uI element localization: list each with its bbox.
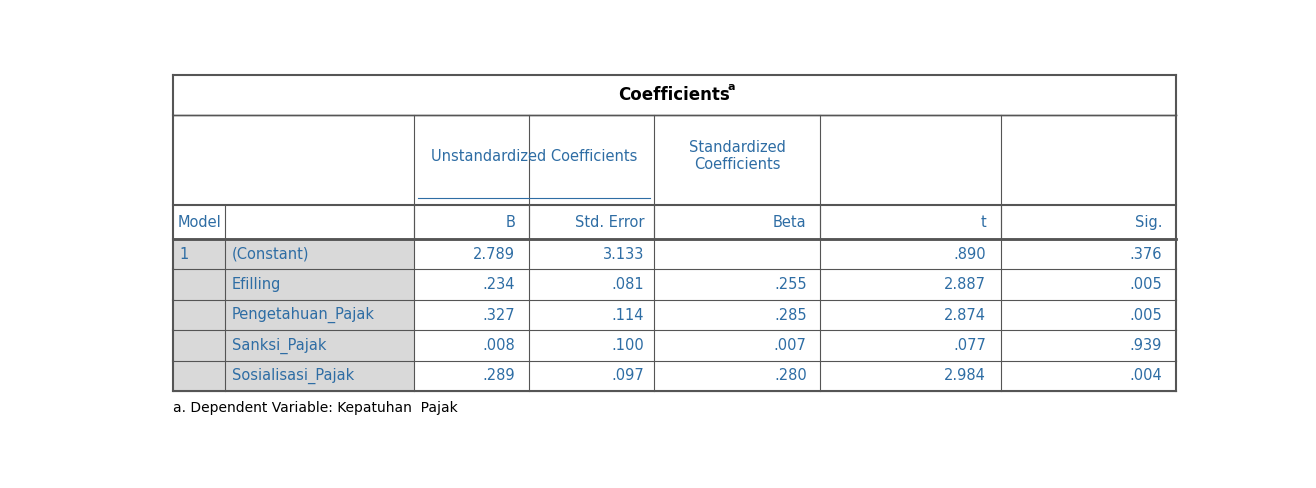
Text: .114: .114 bbox=[612, 307, 645, 323]
Bar bbox=[172, 300, 413, 330]
Bar bbox=[172, 76, 1177, 115]
Text: .008: .008 bbox=[483, 338, 515, 353]
Text: B: B bbox=[505, 215, 515, 229]
Text: .376: .376 bbox=[1129, 246, 1162, 262]
Text: .005: .005 bbox=[1129, 307, 1162, 323]
Text: Sig.: Sig. bbox=[1134, 215, 1162, 229]
Text: .100: .100 bbox=[612, 338, 645, 353]
Text: Coefficients: Coefficients bbox=[619, 86, 730, 104]
Text: .280: .280 bbox=[774, 368, 807, 384]
Text: Pengetahuan_Pajak: Pengetahuan_Pajak bbox=[232, 307, 375, 323]
Text: .285: .285 bbox=[774, 307, 807, 323]
Bar bbox=[413, 300, 1177, 330]
Text: Sanksi_Pajak: Sanksi_Pajak bbox=[232, 337, 326, 353]
Text: 2.789: 2.789 bbox=[472, 246, 515, 262]
Text: .255: .255 bbox=[774, 277, 807, 292]
Text: Beta: Beta bbox=[772, 215, 807, 229]
Text: .004: .004 bbox=[1129, 368, 1162, 384]
Text: 2.984: 2.984 bbox=[945, 368, 986, 384]
Text: Model: Model bbox=[178, 215, 221, 229]
Text: Unstandardized Coefficients: Unstandardized Coefficients bbox=[430, 149, 637, 164]
Text: .005: .005 bbox=[1129, 277, 1162, 292]
Bar bbox=[413, 269, 1177, 300]
Text: .327: .327 bbox=[483, 307, 515, 323]
Bar bbox=[172, 361, 413, 391]
Text: .097: .097 bbox=[612, 368, 645, 384]
Bar bbox=[413, 330, 1177, 361]
Text: a: a bbox=[728, 82, 734, 92]
Text: a. Dependent Variable: Kepatuhan  Pajak: a. Dependent Variable: Kepatuhan Pajak bbox=[172, 401, 458, 415]
Text: .890: .890 bbox=[954, 246, 986, 262]
Text: .289: .289 bbox=[483, 368, 515, 384]
Text: 1: 1 bbox=[180, 246, 190, 262]
Text: 2.887: 2.887 bbox=[944, 277, 986, 292]
Text: Standardized
Coefficients: Standardized Coefficients bbox=[688, 140, 786, 172]
Text: .007: .007 bbox=[774, 338, 807, 353]
Bar bbox=[413, 361, 1177, 391]
Text: 3.133: 3.133 bbox=[603, 246, 645, 262]
Bar bbox=[172, 269, 413, 300]
Text: .077: .077 bbox=[953, 338, 986, 353]
Bar bbox=[172, 205, 1177, 239]
Text: 2.874: 2.874 bbox=[944, 307, 986, 323]
Bar bbox=[413, 239, 1177, 269]
Text: t: t bbox=[980, 215, 986, 229]
Text: .234: .234 bbox=[483, 277, 515, 292]
Bar bbox=[172, 115, 1177, 239]
Text: .081: .081 bbox=[612, 277, 645, 292]
Bar bbox=[172, 239, 413, 269]
Text: Efilling: Efilling bbox=[232, 277, 282, 292]
Text: Std. Error: Std. Error bbox=[575, 215, 645, 229]
Bar bbox=[172, 330, 413, 361]
Text: (Constant): (Constant) bbox=[232, 246, 309, 262]
Text: Sosialisasi_Pajak: Sosialisasi_Pajak bbox=[232, 368, 354, 384]
Text: .939: .939 bbox=[1130, 338, 1162, 353]
